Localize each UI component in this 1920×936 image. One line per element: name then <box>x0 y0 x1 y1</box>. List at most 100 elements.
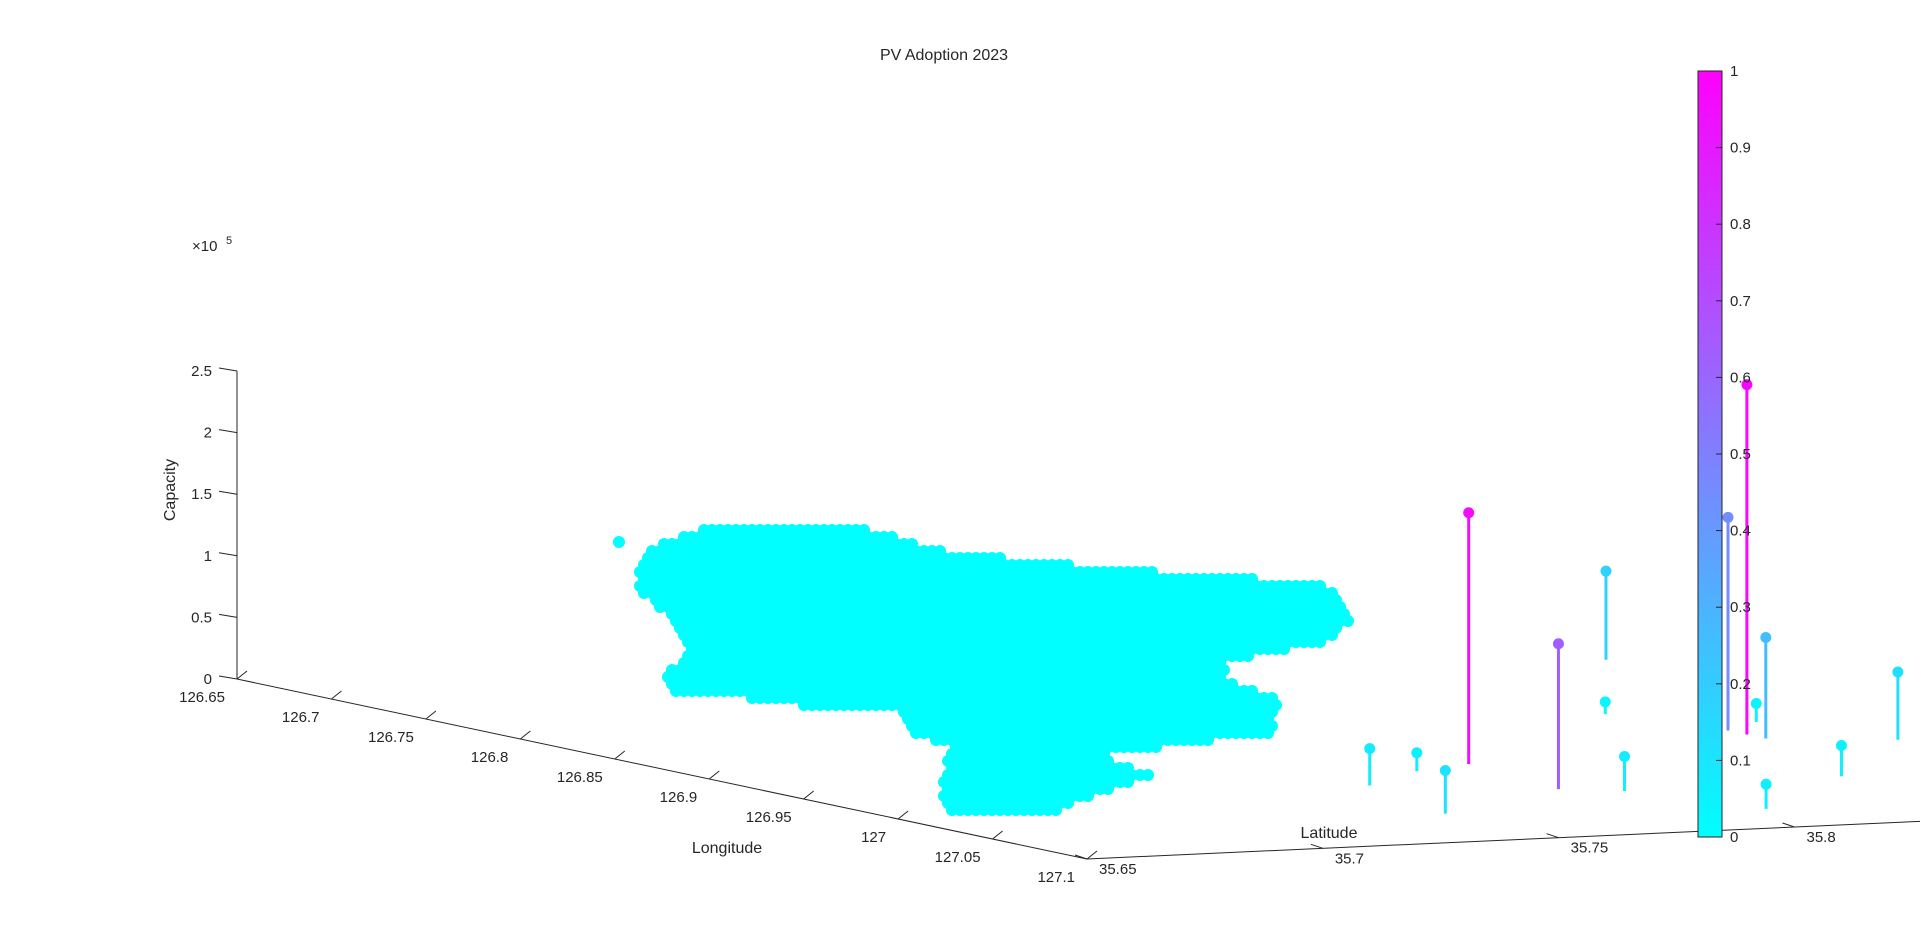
y-axis-label: Latitude <box>1301 825 1358 842</box>
stem-marker <box>1552 638 1564 650</box>
x-tick-mark <box>520 730 531 740</box>
map-point <box>1102 783 1114 795</box>
x-axis-label: Longitude <box>692 840 762 857</box>
x-tick-label: 127 <box>861 829 886 846</box>
x-tick-label: 126.75 <box>368 729 414 746</box>
z-tick-label: 1 <box>204 548 212 565</box>
z-tick-label: 1.5 <box>191 486 212 503</box>
stem <box>1439 765 1451 814</box>
x-tick-mark <box>992 830 1003 840</box>
x-tick-label: 126.8 <box>471 749 509 766</box>
x-tick-label: 127.1 <box>1037 869 1075 886</box>
z-tick-label: 0.5 <box>191 609 212 626</box>
colorbar-tick-label: 0.3 <box>1730 599 1751 616</box>
z-exponent-power: 5 <box>226 235 232 247</box>
x-tick-mark <box>614 750 626 760</box>
colorbar-tick-label: 0.9 <box>1730 140 1751 157</box>
colorbar: 0 0.1 0.2 0.3 0.4 0.5 0.6 0.7 0.8 0.9 1 <box>1697 63 1751 846</box>
chart-title: PV Adoption 2023 <box>880 47 1008 64</box>
x-tick-mark <box>1086 850 1098 860</box>
z-tick-mark <box>218 675 238 680</box>
stem-marker <box>1835 740 1847 752</box>
colorbar-tick-label: 0.6 <box>1730 369 1751 386</box>
stem-marker <box>1599 696 1611 708</box>
map-point <box>613 536 625 548</box>
colorbar-tick-label: 0.4 <box>1730 523 1751 540</box>
map-point <box>1314 636 1326 648</box>
stem <box>1722 511 1734 731</box>
stem-marker <box>1760 631 1772 643</box>
stem <box>1552 638 1564 790</box>
x-tick-mark <box>897 810 909 820</box>
x-tick-mark <box>803 790 814 800</box>
map-point <box>1202 734 1214 746</box>
map-point <box>1082 790 1094 802</box>
z-tick-mark <box>218 613 238 618</box>
axes-frame: 126.65 126.7 126.75 126.8 126.85 126.9 126.95 1… <box>179 363 1920 886</box>
y-tick-label: 35.75 <box>1571 840 1609 857</box>
stem <box>1364 743 1376 786</box>
y-axis-line <box>1086 820 1920 860</box>
z-tick-mark <box>218 429 238 434</box>
stem <box>1599 696 1611 715</box>
stem-marker <box>1411 747 1423 759</box>
stem <box>1760 631 1772 739</box>
stem-marker <box>1760 778 1772 790</box>
stem-marker <box>1439 765 1451 777</box>
z-tick-mark <box>218 552 238 557</box>
colorbar-tick-label: 1 <box>1730 63 1738 80</box>
x-axis-line <box>236 678 1088 860</box>
map-point <box>1326 629 1338 641</box>
y-tick-label: 35.65 <box>1099 861 1137 878</box>
x-tick-mark <box>425 710 437 720</box>
y-tick-mark <box>1310 843 1323 849</box>
x-tick-mark <box>708 770 720 780</box>
map-point <box>1150 741 1162 753</box>
y-tick-mark <box>1782 822 1795 828</box>
map-point <box>1142 769 1154 781</box>
map-point <box>1122 776 1134 788</box>
x-tick-label: 126.9 <box>660 789 698 806</box>
map-point <box>1050 804 1062 816</box>
z-tick-mark <box>218 367 238 372</box>
x-tick-label: 126.95 <box>746 809 792 826</box>
y-tick-mark <box>1074 854 1088 860</box>
x-tick-label: 127.05 <box>935 849 981 866</box>
stem-marker <box>1600 565 1612 577</box>
stem <box>1892 666 1904 740</box>
stem <box>1619 751 1630 791</box>
map-point <box>1062 797 1074 809</box>
base-map-points <box>613 524 1354 816</box>
stem <box>1750 697 1762 722</box>
x-tick-label: 126.7 <box>282 709 320 726</box>
colorbar-tick-label: 0.2 <box>1730 676 1751 693</box>
stem <box>1760 778 1772 809</box>
stem-marker <box>1364 743 1376 755</box>
z-tick-label: 0 <box>204 671 212 688</box>
x-tick-mark <box>236 670 248 680</box>
y-tick-label: 35.8 <box>1807 829 1836 846</box>
z-tick-mark <box>218 490 238 495</box>
colorbar-tick-label: 0.5 <box>1730 446 1751 463</box>
colorbar-tick-label: 0.1 <box>1730 752 1751 769</box>
map-point <box>1262 727 1274 739</box>
colorbar-tick-label: 0 <box>1730 829 1738 846</box>
stem <box>1411 747 1423 772</box>
y-tick-mark <box>1546 833 1559 839</box>
stem <box>1835 740 1847 777</box>
z-tick-label: 2.5 <box>191 363 212 380</box>
map-point <box>1242 650 1254 662</box>
stem-marker <box>1892 666 1904 678</box>
stem-series <box>1364 379 1904 814</box>
colorbar-ticks: 0 0.1 0.2 0.3 0.4 0.5 0.6 0.7 0.8 0.9 1 <box>1716 63 1751 846</box>
stem-marker <box>1463 507 1475 519</box>
z-exponent-base: ×10 <box>192 238 217 255</box>
stem-marker <box>1722 511 1734 523</box>
stem-marker <box>1750 697 1762 709</box>
z-tick-label: 2 <box>204 425 212 442</box>
stem-marker <box>1741 379 1753 391</box>
colorbar-tick-label: 0.7 <box>1730 293 1751 310</box>
stem <box>1463 507 1475 765</box>
